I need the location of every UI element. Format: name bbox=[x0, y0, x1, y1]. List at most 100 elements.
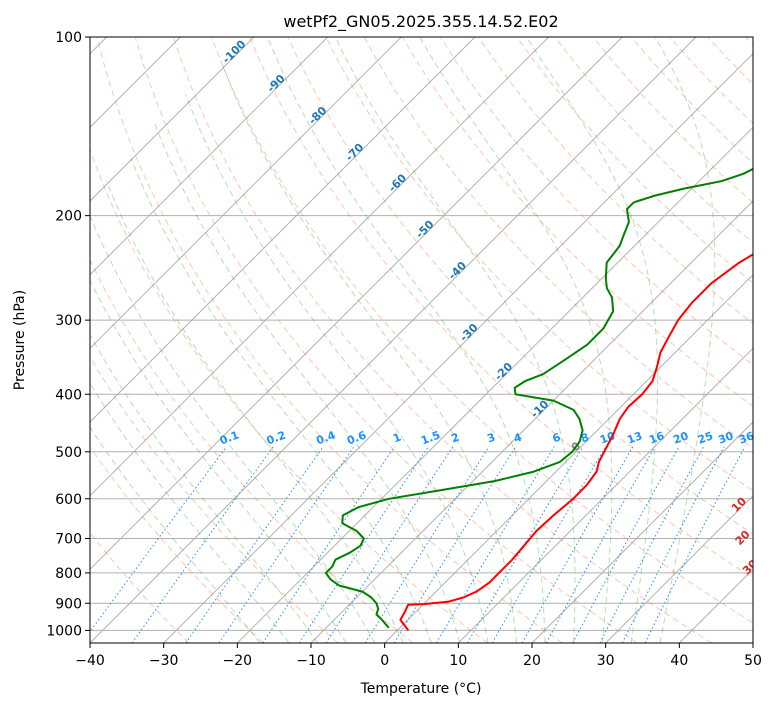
isotherm-label: -100 bbox=[220, 37, 249, 66]
dry-adiabat-line bbox=[134, 37, 638, 643]
mixing-ratio-label: 8 bbox=[579, 431, 591, 446]
mixing-ratio-line bbox=[364, 446, 490, 643]
mixing-ratio-line bbox=[521, 446, 634, 643]
plot-frame bbox=[89, 36, 754, 644]
x-axis-label: Temperature (°C) bbox=[360, 681, 482, 697]
isotherm-line bbox=[90, 37, 255, 202]
mixing-ratio-label: 13 bbox=[625, 429, 644, 446]
dry-adiabat-line bbox=[478, 37, 753, 325]
mixing-ratio-label: 3 bbox=[486, 431, 498, 446]
moist-adiabat-line bbox=[267, 37, 546, 643]
y-tick-label: 600 bbox=[55, 492, 82, 508]
moist-adiabat-label: 20 bbox=[733, 528, 753, 548]
isotherm-line bbox=[90, 37, 623, 571]
x-tick-label: 30 bbox=[597, 653, 615, 669]
axes: −40 −30 −20 −10 0 10 20 30 40 5010020030040050060… bbox=[46, 30, 762, 669]
dry-adiabat-line bbox=[516, 37, 753, 284]
moist-adiabat-line bbox=[654, 37, 716, 643]
isotherm-line bbox=[90, 37, 550, 497]
mixing-ratio-label: 0.4 bbox=[314, 428, 337, 447]
isotherm-line bbox=[90, 37, 697, 643]
moist-adiabat-line bbox=[185, 94, 489, 643]
isotherm-label: -90 bbox=[264, 72, 287, 95]
dry-adiabat-line bbox=[249, 37, 753, 579]
isotherm-label: -80 bbox=[306, 104, 329, 127]
isotherm-line bbox=[752, 642, 753, 643]
mixing-ratio-line bbox=[298, 446, 429, 643]
dry-adiabat-line bbox=[96, 37, 563, 643]
moist-adiabat-line bbox=[90, 426, 261, 643]
dry-adiabat-line bbox=[90, 258, 414, 643]
moist-adiabat-label: 10 bbox=[729, 494, 749, 514]
mixing-ratio-label: 30 bbox=[716, 429, 735, 447]
isotherm-line bbox=[457, 347, 753, 643]
isotherm-line bbox=[605, 494, 753, 643]
moist-adiabat-line bbox=[334, 37, 576, 643]
moist-adiabat-label: 40 bbox=[749, 585, 769, 605]
isotherm-line bbox=[90, 37, 402, 350]
dewpoint-profile-line bbox=[324, 167, 753, 629]
mixing-ratio-label: 36 bbox=[737, 429, 756, 447]
x-tick-label: 40 bbox=[670, 653, 688, 669]
x-tick-label: −30 bbox=[149, 653, 179, 669]
isotherm-label: -30 bbox=[457, 321, 480, 344]
isotherm-label: -10 bbox=[528, 397, 551, 420]
moist-adiabat-line bbox=[220, 61, 517, 643]
x-tick-label: −10 bbox=[296, 653, 326, 669]
isotherm-line bbox=[90, 37, 329, 276]
mixing-ratio-line bbox=[599, 446, 705, 643]
isotherm-line bbox=[310, 200, 753, 643]
mixing-ratio-label: 1.5 bbox=[419, 429, 442, 448]
mixing-ratio-label: 1 bbox=[391, 431, 403, 446]
isotherm-line bbox=[90, 37, 476, 423]
moist-adiabat-line bbox=[419, 37, 613, 643]
mixing-ratio-line bbox=[435, 446, 555, 643]
mixing-ratio-line bbox=[90, 446, 227, 633]
dry-adiabat-line bbox=[90, 355, 339, 643]
moist-adiabat-label: 30 bbox=[740, 557, 760, 577]
isotherm-label: -20 bbox=[492, 360, 515, 383]
moist-adiabat-line bbox=[90, 333, 319, 643]
moist-adiabat-line bbox=[525, 37, 658, 643]
mixing-ratio-label: 0.2 bbox=[265, 429, 288, 448]
mixing-ratio-label: 6 bbox=[551, 430, 563, 445]
moist-adiabat-line bbox=[154, 123, 461, 643]
y-tick-label: 900 bbox=[55, 596, 82, 612]
isotherm-line bbox=[163, 52, 753, 643]
mixing-ratio-line bbox=[185, 446, 324, 643]
x-tick-label: −20 bbox=[223, 653, 253, 669]
dry-adiabat-line bbox=[554, 37, 753, 244]
mixing-ratio-line bbox=[545, 446, 656, 643]
x-tick-label: 0 bbox=[380, 653, 389, 669]
mixing-ratio-line bbox=[393, 446, 517, 643]
isotherm-line bbox=[678, 568, 753, 643]
y-tick-label: 800 bbox=[55, 566, 82, 582]
mixing-ratio-label: 4 bbox=[512, 430, 524, 445]
y-tick-label: 700 bbox=[55, 532, 82, 548]
isotherm-line bbox=[384, 273, 753, 643]
moist-adiabat-line bbox=[106, 181, 404, 643]
dry-adiabat-line bbox=[90, 148, 488, 643]
mixing-ratio-label: 2 bbox=[449, 431, 461, 446]
chart-title: wetPf2_GN05.2025.355.14.52.E02 bbox=[283, 12, 558, 32]
background-lines bbox=[90, 37, 753, 643]
plot-area: 0.1 0.2 0.4 0.6 1 1.5 2 3 4 6 8 10 13 16 20 25 30 36-100-… bbox=[90, 37, 769, 643]
mixing-ratio-line bbox=[131, 446, 274, 643]
isotherm-label: -60 bbox=[386, 171, 409, 194]
mixing-ratio-line bbox=[644, 446, 746, 643]
isotherm-label: -40 bbox=[446, 259, 469, 282]
mixing-ratio-line bbox=[467, 446, 584, 643]
mixing-ratio-label: 25 bbox=[696, 429, 715, 446]
moist-adiabat-line bbox=[90, 279, 347, 643]
y-tick-label: 300 bbox=[55, 313, 82, 329]
line-labels: 0.1 0.2 0.4 0.6 1 1.5 2 3 4 6 8 10 13 16 20 25 30 36-100-… bbox=[218, 37, 769, 605]
moist-adiabat-line bbox=[90, 214, 376, 643]
x-tick-label: 20 bbox=[523, 653, 541, 669]
dry-adiabat-line bbox=[439, 37, 753, 366]
series-layer bbox=[324, 167, 753, 632]
mixing-ratio-line bbox=[621, 446, 725, 643]
y-tick-label: 400 bbox=[55, 387, 82, 403]
dry-adiabat-line bbox=[90, 531, 190, 643]
dry-adiabat-line bbox=[745, 37, 753, 46]
dry-adiabat-line bbox=[172, 37, 712, 643]
